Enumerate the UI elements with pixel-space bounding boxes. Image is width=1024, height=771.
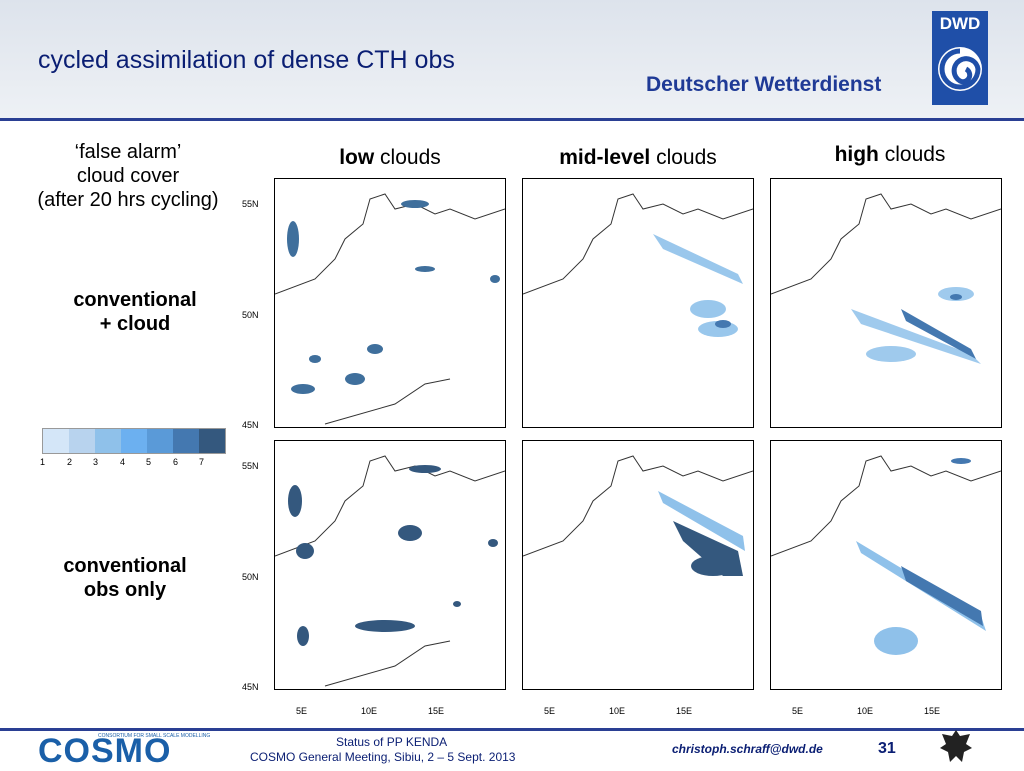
lon-label-mid-5e: 5E — [544, 706, 556, 716]
slide-title: cycled assimilation of dense CTH obs — [38, 46, 455, 74]
column-header-high-bold: high — [834, 143, 879, 166]
legend-label-3: 3 — [93, 457, 99, 467]
legend-swatch-7 — [199, 429, 225, 453]
column-header-mid-bold: mid-level — [559, 146, 651, 169]
legend-swatch-6 — [173, 429, 199, 453]
header-divider — [0, 118, 1024, 121]
lon-label-high-10e: 10E — [857, 706, 874, 716]
map-conv-cloud-mid — [522, 178, 754, 428]
conventional-only-label: conventional obs only — [30, 554, 220, 602]
lon-label-mid-10e: 10E — [609, 706, 626, 716]
map-mid-2-svg — [522, 455, 754, 576]
column-header-high: high clouds — [800, 143, 980, 167]
color-legend — [42, 428, 226, 454]
legend-swatch-1 — [43, 429, 69, 453]
conventional-only-line2: obs only — [83, 579, 167, 601]
map-conv-cloud-low — [274, 178, 506, 428]
map-high-2-svg — [770, 455, 1002, 655]
legend-label-7: 7 — [199, 457, 205, 467]
map-high-1-svg — [770, 193, 1002, 364]
legend-swatch-4 — [121, 429, 147, 453]
conventional-cloud-label: conventional + cloud — [40, 288, 230, 336]
conventional-cloud-line1: conventional — [73, 289, 197, 311]
map-conv-only-low — [274, 440, 506, 690]
legend-label-2: 2 — [67, 457, 73, 467]
lon-label-mid-15e: 15E — [676, 706, 693, 716]
false-alarm-label: ‘false alarm’ cloud cover (after 20 hrs … — [8, 140, 248, 212]
cosmo-logo: COSMO — [38, 732, 172, 770]
map-conv-only-high — [770, 440, 1002, 690]
false-alarm-line3: (after 20 hrs cycling) — [37, 189, 219, 211]
lat-label-bottom-45: 45N — [242, 682, 259, 692]
map-conv-cloud-high — [770, 178, 1002, 428]
legend-label-1: 1 — [40, 457, 46, 467]
legend-swatch-3 — [95, 429, 121, 453]
dwd-swirl-icon — [938, 47, 982, 91]
map-low-2-svg — [274, 455, 506, 687]
map-conv-only-mid — [522, 440, 754, 690]
slide-header — [0, 0, 1024, 118]
dwd-logo: DWD — [932, 11, 988, 105]
legend-label-6: 6 — [173, 457, 179, 467]
lat-label-bottom-55: 55N — [242, 461, 259, 471]
lon-label-high-15e: 15E — [924, 706, 941, 716]
lon-label-low-15e: 15E — [428, 706, 445, 716]
dwd-logo-text: DWD — [939, 14, 981, 33]
lon-label-low-5e: 5E — [296, 706, 308, 716]
false-alarm-line1: ‘false alarm’ — [74, 141, 182, 163]
federal-eagle-icon — [940, 730, 972, 762]
column-header-mid-rest: clouds — [650, 146, 717, 169]
lon-label-high-5e: 5E — [792, 706, 804, 716]
legend-swatch-2 — [69, 429, 95, 453]
conventional-only-line1: conventional — [63, 555, 187, 577]
footer-email: christoph.schraff@dwd.de — [672, 742, 823, 756]
legend-label-4: 4 — [120, 457, 126, 467]
footer-meeting-line: COSMO General Meeting, Sibiu, 2 – 5 Sept… — [250, 750, 516, 764]
brand-name: Deutscher Wetterdienst — [646, 73, 882, 96]
column-header-low-bold: low — [339, 146, 375, 169]
column-header-low-rest: clouds — [374, 146, 441, 169]
lat-label-top-55: 55N — [242, 199, 259, 209]
lat-label-bottom-50: 50N — [242, 572, 259, 582]
column-header-mid: mid-level clouds — [528, 146, 748, 170]
page-number: 31 — [878, 740, 896, 757]
lat-label-top-50: 50N — [242, 310, 259, 320]
column-header-high-rest: clouds — [878, 143, 946, 166]
legend-swatch-5 — [147, 429, 173, 453]
lon-label-low-10e: 10E — [361, 706, 378, 716]
cosmo-logo-subtitle: CONSORTIUM FOR SMALL SCALE MODELLING — [98, 733, 211, 739]
conventional-cloud-line2: + cloud — [99, 313, 171, 335]
footer-status-line: Status of PP KENDA — [336, 735, 448, 749]
legend-label-5: 5 — [146, 457, 152, 467]
map-mid-1-svg — [522, 193, 754, 337]
false-alarm-line2: cloud cover — [76, 165, 180, 187]
lat-label-top-45: 45N — [242, 420, 259, 430]
map-low-1-svg — [274, 193, 506, 425]
footer-divider — [0, 728, 1024, 731]
column-header-low: low clouds — [300, 146, 480, 170]
